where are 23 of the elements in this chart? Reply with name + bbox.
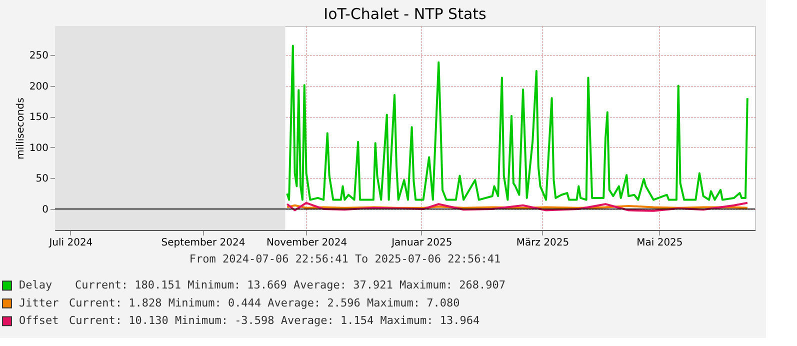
chart-title: IoT-Chalet - NTP Stats [324,5,487,23]
x-tick-label: März 2025 [516,238,570,248]
legend-label: Jitter [19,296,60,310]
y-axis-title: milliseconds [15,98,26,160]
y-tick-label: 250 [29,50,48,62]
x-tick-label: September 2024 [161,238,246,248]
x-tick-label: Mai 2025 [636,238,683,248]
legend-label: Offset [19,314,59,328]
y-tick-label: 50 [36,174,48,185]
line-series [286,202,748,212]
x-tick-label: Juli 2024 [48,238,93,248]
y-tick-label: 150 [29,112,48,124]
y-tick-label: 0 [42,204,48,216]
y-tick-label: 200 [29,81,48,92]
x-tick-label: November 2024 [266,238,348,248]
text: From 2024-07-06 22:56:41 To 2025-07-06 22:56:41 [189,252,501,266]
line-series [286,44,748,201]
text: Current: 10.130 Minimum: -3.598 Average: 1.154 Maximum: 13.964 [69,314,480,328]
text: Current: 180.151 Minimum: 13.669 Average: 37.921 Maximum: 268.907 [75,278,506,292]
y-tick-label: 100 [29,142,48,154]
legend-label: Delay [19,278,52,292]
x-tick-label: Januar 2025 [390,238,452,248]
text: Current: 1.828 Minimum: 0.444 Average: 2.596 Maximum: 7.080 [69,296,460,310]
